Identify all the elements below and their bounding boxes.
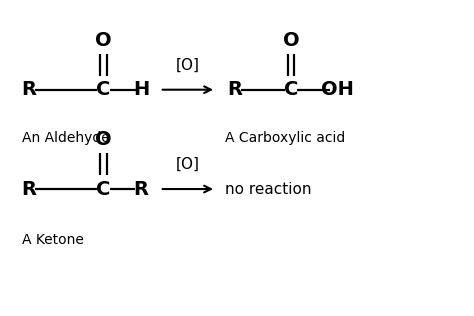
Text: A Ketone: A Ketone	[21, 233, 83, 247]
Text: R: R	[227, 80, 242, 99]
Text: An Aldehyde: An Aldehyde	[21, 131, 109, 145]
Text: no reaction: no reaction	[225, 182, 312, 197]
Text: O: O	[95, 130, 112, 149]
Text: OH: OH	[321, 80, 354, 99]
Text: [O]: [O]	[175, 157, 200, 172]
Text: C: C	[96, 179, 111, 198]
Text: O: O	[95, 31, 112, 50]
Text: R: R	[134, 179, 148, 198]
Text: R: R	[21, 179, 36, 198]
Text: H: H	[133, 80, 149, 99]
Text: [O]: [O]	[175, 58, 200, 73]
Text: A Carboxylic acid: A Carboxylic acid	[225, 131, 346, 145]
Text: C: C	[96, 80, 111, 99]
Text: C: C	[283, 80, 298, 99]
Text: R: R	[21, 80, 36, 99]
Text: O: O	[283, 31, 299, 50]
